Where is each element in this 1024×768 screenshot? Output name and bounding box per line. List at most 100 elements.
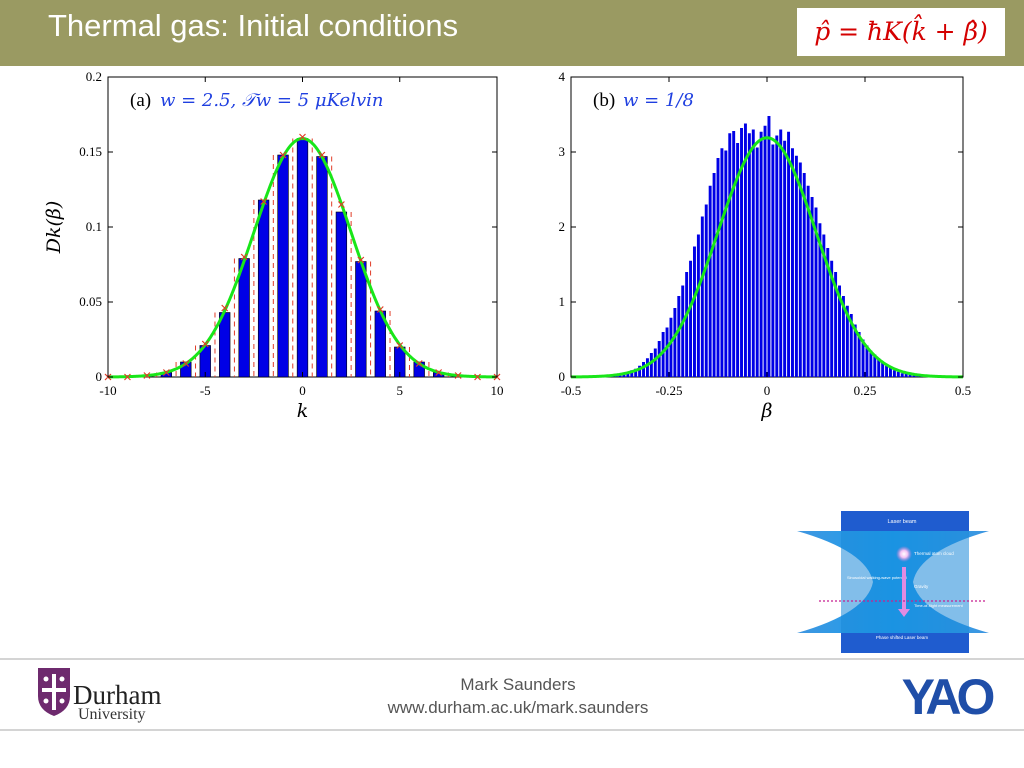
data-marker	[143, 372, 151, 379]
bar	[669, 317, 673, 377]
bar	[673, 308, 677, 377]
bar	[775, 135, 779, 377]
x-tick-label: 0.25	[854, 383, 877, 398]
bar	[728, 133, 732, 377]
bar	[677, 296, 681, 377]
atom-cloud-label: Thermal atom cloud	[914, 551, 954, 556]
bar	[857, 332, 861, 377]
bar	[751, 129, 755, 377]
bar	[771, 144, 775, 377]
y-tick-label: 4	[559, 69, 566, 84]
bar	[869, 350, 873, 377]
x-tick-label: 0	[299, 383, 306, 398]
x-axis-label: k	[297, 400, 309, 422]
bar	[783, 140, 787, 377]
x-tick-label: 0.5	[955, 383, 971, 398]
y-tick-label: 1	[559, 294, 566, 309]
y-tick-label: 0.05	[79, 294, 102, 309]
footer-author: Mark Saunders www.durham.ac.uk/mark.saun…	[300, 673, 736, 719]
bar	[861, 339, 865, 377]
x-tick-label: -0.25	[655, 383, 682, 398]
bar	[892, 370, 896, 377]
data-marker	[162, 369, 170, 376]
chart-panel-a: -10 -5 0 5 10 0 0.05 0.1 0.15 0.2 k Dk(β) (a) w = 2.5…	[43, 69, 504, 422]
durham-subtitle: University	[78, 706, 146, 723]
bar	[649, 353, 653, 377]
bar	[877, 358, 881, 377]
panel-label: (b)	[593, 90, 615, 111]
bar	[838, 285, 841, 377]
data-marker	[474, 373, 481, 381]
author-url[interactable]: www.durham.ac.uk/mark.saunders	[387, 698, 649, 717]
data-marker	[376, 306, 384, 313]
panel-annotation: w = 2.5, 𝒯w = 5 μKelvin	[160, 90, 384, 111]
bar	[841, 296, 845, 377]
data-marker	[396, 342, 404, 349]
plot-frame	[570, 76, 964, 378]
bar	[865, 345, 869, 377]
bar	[845, 305, 849, 377]
bar	[853, 324, 857, 377]
data-marker	[279, 151, 287, 159]
bar	[355, 261, 367, 378]
y-tick-label: 0	[559, 369, 566, 384]
slide-title: Thermal gas: Initial conditions	[48, 8, 459, 43]
x-tick-label: -10	[99, 383, 116, 398]
bar	[238, 258, 250, 378]
gravity-label: Gravity	[914, 584, 929, 589]
bar	[759, 131, 763, 377]
bar	[881, 362, 885, 377]
bar	[849, 314, 853, 377]
panel-annotation: w = 1/8	[623, 90, 694, 111]
bar	[889, 368, 892, 377]
bar	[900, 373, 904, 377]
data-marker	[124, 373, 131, 381]
bar	[335, 211, 348, 378]
bar	[791, 148, 794, 377]
x-tick-label: -5	[200, 383, 211, 398]
bar	[712, 173, 716, 377]
yao-logo: YAO	[902, 669, 994, 725]
y-tick-label: 0.15	[79, 144, 102, 159]
bar	[743, 123, 747, 377]
bar	[806, 185, 810, 377]
bar	[257, 199, 270, 378]
bar	[904, 374, 908, 377]
formula-box: p̂ = ħK(k̂ + β̂)	[797, 8, 1005, 56]
potential-label: Sinusoidal walking-wave potential	[847, 575, 907, 580]
laser-beam-bottom	[841, 633, 969, 653]
y-axis-label: Dk(β)	[43, 201, 65, 255]
bar	[693, 246, 696, 377]
bar	[885, 365, 889, 377]
y-tick-label: 0	[96, 369, 103, 384]
bar	[689, 260, 693, 377]
bar	[818, 223, 822, 377]
laser-beam-label: Laser beam	[887, 519, 916, 525]
tof-label: Time-of-flight measurement	[914, 603, 964, 608]
x-axis-label: β	[761, 400, 773, 422]
bar	[763, 125, 767, 377]
bar	[665, 327, 669, 377]
footer-rule-top	[0, 658, 1024, 660]
author-name: Mark Saunders	[460, 675, 576, 694]
bar	[708, 185, 712, 377]
data-marker	[260, 198, 268, 205]
y-tick-label: 3	[559, 144, 566, 159]
bar	[834, 272, 838, 377]
bar	[767, 116, 771, 377]
data-marker	[435, 369, 443, 376]
bar	[873, 354, 877, 377]
bar	[810, 197, 814, 377]
optical-trap-schematic: Laser beam Thermal atom cloud Sinusoidal…	[797, 511, 989, 653]
phase-beam-label: Phase shifted Laser beam	[876, 635, 929, 640]
chart-panel-b: -0.5 -0.25 0 0.25 0.5 0 1 2 3 4 β (b) w = 1/8	[559, 69, 972, 422]
bar	[779, 129, 783, 377]
x-tick-label: 10	[491, 383, 504, 398]
data-marker	[201, 340, 209, 348]
bar	[802, 173, 806, 377]
bar	[661, 332, 665, 377]
bar	[657, 341, 661, 377]
data-marker	[357, 256, 365, 264]
atom-cloud-icon	[896, 546, 912, 562]
x-tick-label: 0	[764, 383, 771, 398]
